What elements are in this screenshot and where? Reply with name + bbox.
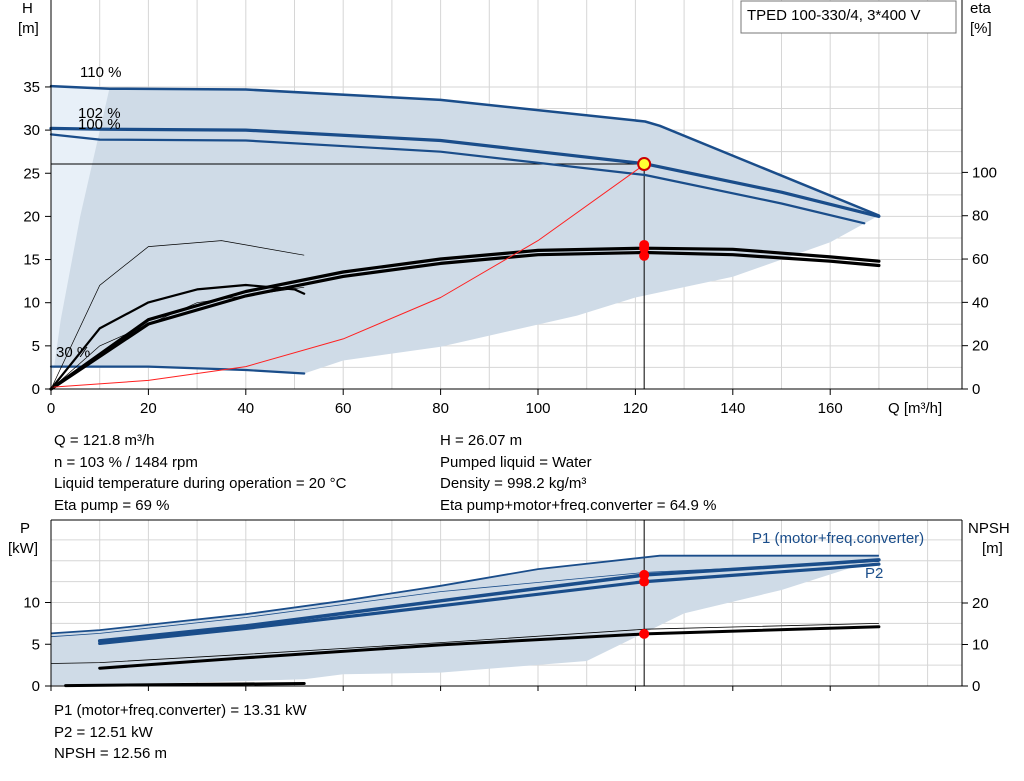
- npsh-curve: [98, 625, 881, 670]
- eta-curve-lower: [49, 250, 881, 391]
- head-op-point: [637, 157, 652, 172]
- h-tick-label: 25: [23, 165, 40, 182]
- p-axis-unit: [kW]: [8, 540, 38, 557]
- p1-curve-thin: [50, 561, 879, 638]
- pump-title-box: [740, 0, 957, 34]
- result-p2: P2 = 12.51 kW: [54, 723, 153, 741]
- result-liquid-temp: Liquid temperature during operation = 20…: [54, 475, 347, 492]
- eta-curve-30: [49, 283, 306, 391]
- npsh-tick-label: 10: [972, 637, 989, 654]
- p-tick-label: 0: [32, 678, 40, 695]
- npsh-tick-label: 0: [972, 678, 980, 695]
- p-tick-label: 5: [32, 636, 40, 653]
- result-p1: P1 (motor+freq.converter) = 13.31 kW: [54, 702, 307, 719]
- bottom-chart-axes: 0 5 10 0 10 20: [23, 519, 989, 695]
- eta-tick-label: 0: [972, 381, 980, 398]
- q-axis-label: Q [m³/h]: [888, 400, 942, 417]
- top-chart-curves: [49, 84, 881, 391]
- system-curve: [50, 163, 646, 388]
- speed-label-100: 100 %: [78, 116, 121, 133]
- speed-label-30: 30 %: [56, 344, 90, 361]
- top-chart-operating-range: [51, 85, 879, 389]
- pump-title: TPED 100-330/4, 3*400 V: [747, 7, 920, 24]
- p-tick-label: 10: [23, 595, 40, 612]
- results-bottom: P1 (motor+freq.converter) = 13.31 kW P2 …: [54, 700, 307, 765]
- result-eta-pump: Eta pump = 69 %: [54, 496, 170, 514]
- h-tick-label: 15: [23, 252, 40, 269]
- q-tick-label: 140: [720, 400, 745, 417]
- eta-axis-unit: [%]: [970, 20, 992, 37]
- eta-op-point: [639, 239, 650, 250]
- eta-tick-label: 40: [972, 294, 989, 311]
- speed-label-102: 102 %: [78, 105, 121, 122]
- top-chart-axes: 0 5 10 15 20 25 30 35 0 20 40 60 80 100 0 20 40 60 80 100 12…: [23, 0, 997, 417]
- q-tick-label: 120: [623, 400, 648, 417]
- head-curve-102: [49, 126, 881, 218]
- speed-label-110: 110 %: [80, 64, 121, 81]
- result-speed: n = 103 % / 1484 rpm: [54, 453, 198, 471]
- eta-tick-label: 20: [972, 338, 989, 355]
- head-curve-110: [49, 84, 881, 217]
- q-tick-label: 0: [47, 400, 55, 417]
- results-right: H = 26.07 m Pumped liquid = Water Densit…: [440, 430, 716, 516]
- result-density: Density = 998.2 kg/m³: [440, 475, 587, 492]
- p2-curve: [98, 562, 881, 645]
- result-eta-total: Eta pump+motor+freq.converter = 64.9 %: [440, 496, 717, 514]
- npsh-curve-thin: [50, 623, 879, 664]
- h-tick-label: 5: [32, 338, 40, 355]
- h-tick-label: 10: [23, 295, 40, 312]
- q-tick-label: 60: [335, 400, 352, 417]
- head-operating-band: [51, 85, 879, 374]
- q-tick-label: 20: [140, 400, 157, 417]
- npsh-curve-30: [64, 682, 306, 688]
- eta-curve-upper: [49, 246, 881, 391]
- power-operating-band: [51, 555, 879, 686]
- bottom-chart-operating-range: [51, 555, 879, 686]
- eta-tick-label: 60: [972, 251, 989, 268]
- p1-curve-110: [50, 554, 879, 635]
- eta-curve-110-thin: [50, 240, 305, 390]
- q-tick-label: 160: [818, 400, 843, 417]
- p2-op-point: [639, 576, 650, 587]
- q-tick-label: 80: [432, 400, 449, 417]
- result-pumped-liquid: Pumped liquid = Water: [440, 453, 592, 471]
- h-tick-label: 20: [23, 208, 40, 225]
- eta-axis-title: eta: [970, 0, 992, 17]
- eta-op-point: [639, 250, 650, 261]
- npsh-axis-unit: [m]: [982, 540, 1003, 557]
- h-tick-label: 0: [32, 381, 40, 398]
- npsh-op-point: [639, 628, 650, 639]
- eta-tick-label: 80: [972, 208, 989, 225]
- result-head: H = 26.07 m: [440, 432, 523, 449]
- p-axis-title: P: [20, 520, 30, 537]
- h-axis-unit: [m]: [18, 20, 39, 37]
- p1-series-label: P1 (motor+freq.converter): [752, 530, 924, 547]
- p1-curve: [97, 558, 881, 643]
- h-tick-label: 30: [23, 122, 40, 139]
- head-curve-100: [49, 133, 866, 225]
- results-left: Q = 121.8 m³/h n = 103 % / 1484 rpm Liqu…: [54, 430, 346, 516]
- q-tick-label: 40: [237, 400, 254, 417]
- eta-curve-thin: [50, 286, 305, 390]
- bottom-chart-curves: [50, 520, 881, 688]
- npsh-axis-title: NPSH: [968, 520, 1010, 537]
- npsh-tick-label: 20: [972, 595, 989, 612]
- head-operating-band-light: [51, 85, 110, 389]
- result-flow: Q = 121.8 m³/h: [54, 432, 155, 449]
- head-curve-30: [49, 365, 306, 375]
- eta-tick-label: 100: [972, 164, 997, 181]
- result-npsh: NPSH = 12.56 m: [54, 745, 167, 762]
- h-tick-label: 35: [23, 79, 40, 96]
- q-tick-label: 100: [525, 400, 550, 417]
- p2-series-label: P2: [865, 565, 883, 582]
- h-axis-title: H: [22, 0, 33, 17]
